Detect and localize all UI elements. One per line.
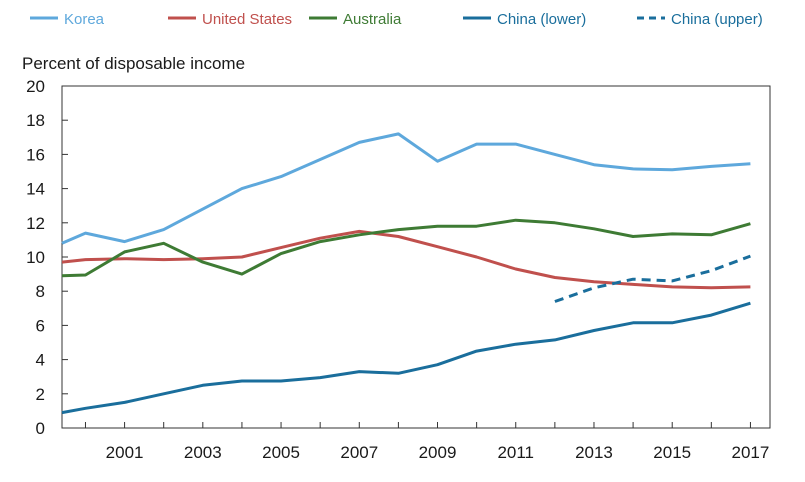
x-tick-label: 2009	[419, 443, 457, 462]
x-tick-label: 2013	[575, 443, 613, 462]
y-tick-label: 18	[26, 111, 45, 130]
y-tick-label: 16	[26, 145, 45, 164]
x-tick-label: 2011	[497, 443, 534, 462]
y-axis-label: Percent of disposable income	[22, 54, 245, 73]
series-line-korea	[61, 132, 751, 245]
y-tick-label: 10	[26, 248, 45, 267]
y-tick-label: 20	[26, 77, 45, 96]
legend-label: Australia	[343, 11, 402, 28]
x-axis: 2001 2003 2005 2007 2009 2011 2013 2015 2017	[84, 422, 770, 462]
y-tick-label: 14	[26, 180, 45, 199]
x-tick-label: 2007	[340, 443, 378, 462]
legend: Korea United States Australia China (lower)…	[30, 11, 763, 28]
legend-label: United States	[202, 11, 292, 28]
x-tick-label: 2017	[732, 443, 770, 462]
series-line-china-upper	[554, 254, 751, 303]
y-tick-label: 6	[36, 316, 45, 335]
series-line-australia	[61, 218, 751, 278]
x-tick-label: 2001	[106, 443, 144, 462]
y-tick-label: 4	[36, 351, 45, 370]
series-layer	[61, 132, 751, 415]
legend-label: Korea	[64, 11, 105, 28]
series-line-united-states	[61, 229, 751, 290]
y-tick-label: 2	[36, 385, 45, 404]
legend-label: China (lower)	[497, 11, 586, 28]
plot-frame	[61, 85, 771, 429]
y-tick-label: 12	[26, 214, 45, 233]
series-line-china-lower	[61, 301, 751, 415]
y-tick-label: 8	[36, 282, 45, 301]
x-tick-label: 2003	[184, 443, 222, 462]
legend-label: China (upper)	[671, 11, 763, 28]
y-tick-label: 0	[36, 419, 45, 438]
x-tick-label: 2005	[262, 443, 300, 462]
x-tick-label: 2015	[653, 443, 691, 462]
y-axis: 0 2 4 6 8 10 12 14 16 18 20	[26, 77, 68, 438]
